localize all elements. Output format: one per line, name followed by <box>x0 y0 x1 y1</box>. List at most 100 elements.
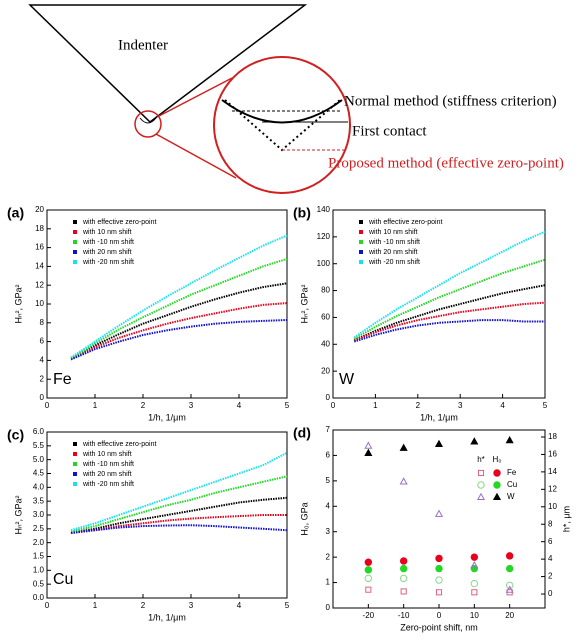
legend-marker <box>476 492 486 501</box>
y-axis-label: Hₙ², GPa² <box>13 495 23 534</box>
legend-label: with 10 nm shift <box>82 229 132 236</box>
x-tick-label: 3 <box>458 401 463 410</box>
legend-swatch <box>73 220 77 224</box>
point <box>505 552 514 560</box>
y-tick-label: 2.5 <box>33 524 45 533</box>
y-tick-label: 10 <box>35 299 44 308</box>
y-tick-label: 6 <box>40 337 45 346</box>
y2-tick-label: 18 <box>548 432 557 441</box>
y-tick-label: 2 <box>40 374 45 383</box>
y2-tick-label: 2 <box>548 572 553 581</box>
y-axis-label: Hₙ², GPa² <box>13 284 23 323</box>
legend-swatch <box>359 220 363 224</box>
proposed-label: Proposed method (effective zero-point) <box>328 155 564 171</box>
x-tick-label: 2 <box>141 401 146 410</box>
zoom-line <box>158 77 233 117</box>
plot-frame <box>332 209 546 399</box>
y-tick-label: 20 <box>321 366 330 375</box>
y-tick-label: 12 <box>35 280 44 289</box>
legend-label: Cu <box>507 480 517 489</box>
x-tick-label: 3 <box>189 601 194 610</box>
first-contact-label: First contact <box>352 123 427 139</box>
point <box>470 564 479 573</box>
point <box>505 564 514 573</box>
point <box>505 435 514 444</box>
y2-tick-label: 4 <box>548 554 553 563</box>
x-tick-label: 0 <box>331 401 336 410</box>
y2-tick-label: 8 <box>548 519 553 528</box>
x-tick-label: -10 <box>398 611 410 620</box>
legend-label: with 10 nm shift <box>82 451 132 458</box>
x-axis-label: 1/h, 1/μm <box>420 412 458 422</box>
panel-label: (d) <box>293 425 311 441</box>
legend-label: with -20 nm shift <box>368 259 420 266</box>
legend-swatch <box>359 240 363 244</box>
y-tick-label: 16 <box>35 243 44 252</box>
series-line <box>70 302 288 360</box>
series-line <box>70 282 288 360</box>
annotation: Fe <box>53 371 72 388</box>
legend-label: with -20 nm shift <box>82 259 134 266</box>
point <box>435 589 443 596</box>
legend-swatch <box>73 442 77 446</box>
point <box>435 554 443 563</box>
x-tick-label: 0 <box>45 401 50 410</box>
y-tick-label: 140 <box>317 205 331 214</box>
y-tick-label: 40 <box>321 339 330 348</box>
y-tick-label: 1.5 <box>33 552 45 561</box>
zoom-line <box>155 133 237 179</box>
chart: 0 20 40 60 80 100 120 140 0 1 2 3 4 5 1/h, 1/μm Hₙ², GP… <box>293 205 548 423</box>
sharp-tip-profile <box>224 99 341 152</box>
point <box>399 557 408 565</box>
x-tick-label: 0 <box>437 611 442 620</box>
legend-label: with -10 nm shift <box>82 461 134 468</box>
y-tick-label: 0 <box>40 393 45 402</box>
x-axis-label: 1/h, 1/μm <box>148 412 186 422</box>
point <box>470 579 479 588</box>
series-line <box>70 319 288 361</box>
point <box>399 477 408 485</box>
series-line <box>353 230 546 339</box>
x-tick-label: 3 <box>189 401 194 410</box>
y2-tick-label: 6 <box>548 537 553 546</box>
annotation: W <box>339 371 355 388</box>
legend-label: with 20 nm shift <box>82 249 132 256</box>
legend-marker <box>493 469 501 477</box>
y-tick-label: 2.0 <box>33 538 45 547</box>
y-tick-label: 60 <box>321 313 330 322</box>
y-tick-label: 7 <box>326 425 331 434</box>
legend-marker <box>477 469 485 477</box>
x-tick-label: 1 <box>373 401 378 410</box>
y-tick-label: 3.0 <box>33 510 45 519</box>
legend-label: Fe <box>507 468 517 477</box>
legend-label: with 10 nm shift <box>368 229 418 236</box>
legend-label: with -20 nm shift <box>82 481 134 488</box>
point <box>364 566 373 574</box>
y2-tick-label: 12 <box>548 484 557 493</box>
y-tick-label: 4 <box>40 356 45 365</box>
legend-marker <box>493 481 501 489</box>
series-line <box>70 257 288 360</box>
panel-label: (b) <box>293 205 311 221</box>
point <box>435 576 443 584</box>
y2-tick-label: 0 <box>548 589 553 598</box>
y-tick-label: 0 <box>326 393 331 402</box>
legend-label: with 20 nm shift <box>368 249 418 256</box>
legend-label: with 20 nm shift <box>82 471 132 478</box>
legend-swatch <box>73 230 77 234</box>
legend-swatch <box>359 260 363 264</box>
y2-tick-label: 16 <box>548 450 557 459</box>
y-tick-label: 120 <box>317 232 331 241</box>
point <box>364 448 373 456</box>
series-line <box>70 234 288 359</box>
y-tick-label: 3 <box>326 527 331 536</box>
x-axis-label: 1/h, 1/μm <box>148 612 186 622</box>
x-tick-label: 2 <box>416 401 421 410</box>
legend-marker <box>477 481 485 489</box>
legend-open-marker <box>477 469 485 477</box>
y-tick-label: 14 <box>35 262 44 271</box>
legend-swatch <box>359 230 363 234</box>
